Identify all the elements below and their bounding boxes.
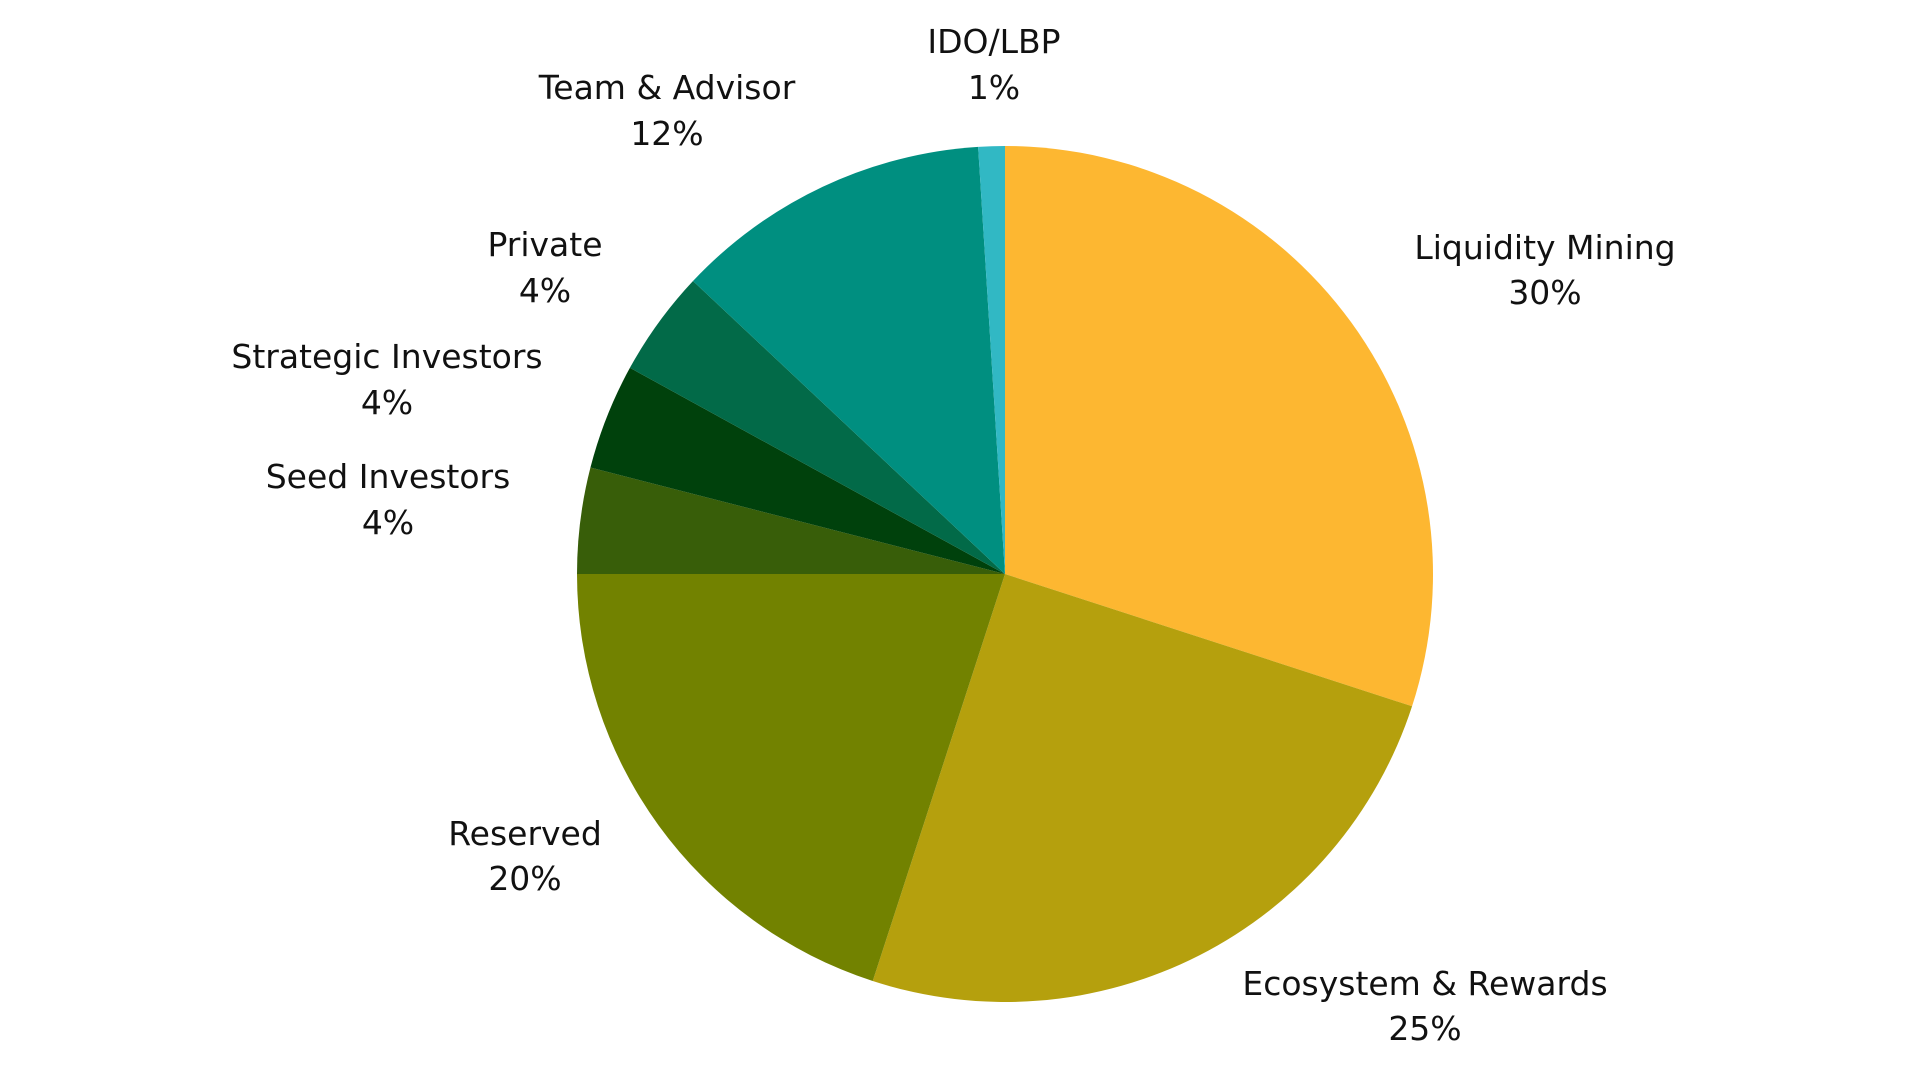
pie-slice-private xyxy=(629,281,1005,574)
pie-slice-ecosystem-rewards xyxy=(872,574,1413,1003)
slice-percent-label: 12% xyxy=(630,114,703,153)
slice-name-label: Liquidity Mining xyxy=(1414,228,1675,267)
slice-percent-label: 20% xyxy=(488,859,561,898)
pie-slice-strategic-investors xyxy=(590,367,1005,574)
pie-labels: Liquidity Mining 30% Ecosystem & Rewards 25… xyxy=(231,22,1675,1048)
slice-percent-label: 30% xyxy=(1508,273,1581,312)
pie-slice-ido-lbp xyxy=(978,146,1005,574)
pie-slices xyxy=(577,146,1433,1003)
slice-name-label: IDO/LBP xyxy=(927,22,1060,61)
slice-name-label: Ecosystem & Rewards xyxy=(1242,964,1607,1003)
slice-percent-label: 4% xyxy=(519,271,571,310)
slice-name-label: Reserved xyxy=(448,814,602,853)
pie-slice-reserved xyxy=(577,574,1005,982)
slice-name-label: Team & Advisor xyxy=(538,68,796,107)
slice-name-label: Seed Investors xyxy=(266,457,511,496)
pie-slice-team-advisor xyxy=(693,146,1005,575)
slice-name-label: Strategic Investors xyxy=(231,337,542,376)
slice-percent-label: 4% xyxy=(361,383,413,422)
slice-percent-label: 25% xyxy=(1388,1009,1461,1048)
slice-name-label: Private xyxy=(487,225,602,264)
pie-slice-liquidity-mining xyxy=(1005,146,1433,707)
slice-percent-label: 4% xyxy=(362,503,414,542)
pie-slice-seed-investors xyxy=(577,467,1005,574)
slice-percent-label: 1% xyxy=(968,68,1020,107)
